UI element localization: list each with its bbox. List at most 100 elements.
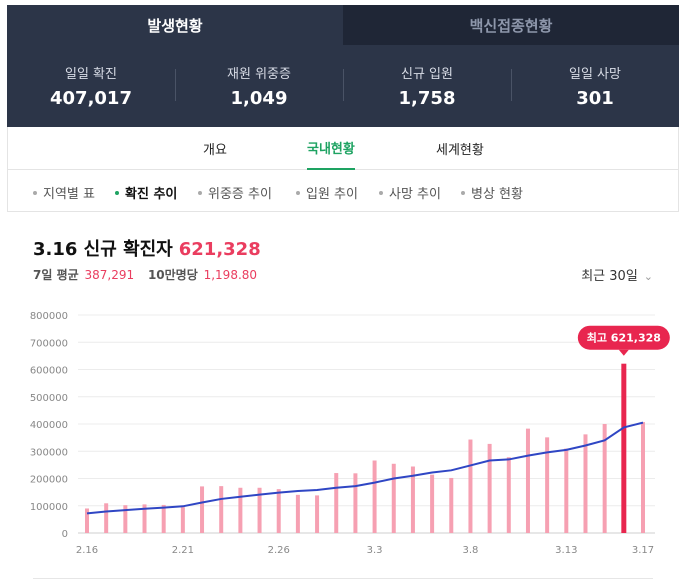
filter-confirmed-trend[interactable]: 확진 추이 [115, 183, 177, 202]
bullet-icon [198, 190, 202, 195]
bar [583, 434, 588, 533]
bullet-icon [296, 190, 300, 195]
bullet-icon [379, 190, 383, 195]
filter-label: 지역별 표 [43, 187, 95, 202]
bar [276, 489, 281, 533]
x-tick-label: 3.8 [462, 545, 478, 556]
per100k-label: 10만명당 [147, 268, 198, 282]
filter-admission-trend[interactable]: 입원 추이 [296, 183, 358, 202]
bar [180, 507, 185, 533]
filter-label: 병상 현황 [471, 187, 523, 202]
tab-outbreak-status[interactable]: 발생현황 [7, 5, 343, 45]
bar [315, 495, 320, 533]
subnav-world[interactable]: 세계현황 [436, 143, 484, 158]
peak-tooltip [577, 325, 670, 350]
stat-label: 일일 확진 [65, 67, 117, 82]
bar [353, 473, 358, 533]
bar [161, 504, 166, 533]
filter-label: 사망 추이 [389, 187, 441, 202]
bullet-icon [115, 190, 119, 195]
y-tick-label: 600000 [30, 366, 68, 377]
y-tick-label: 800000 [30, 311, 68, 322]
x-tick-label: 3.3 [367, 545, 383, 556]
x-tick-label: 2.21 [172, 545, 194, 556]
avg-trend-line [86, 421, 644, 515]
stat-value: 1,049 [230, 88, 288, 109]
filter-critical-trend[interactable]: 위중증 추이 [198, 183, 272, 202]
stat-label: 재원 위중증 [227, 67, 291, 82]
stat-value: 1,758 [398, 88, 456, 109]
range-label: 최근 30일 [581, 269, 638, 284]
subnav-overview[interactable]: 개요 [203, 143, 227, 158]
x-tick-label: 3.13 [555, 545, 577, 556]
chart-filter-list: 지역별 표 확진 추이 위중증 추이 입원 추이 사망 추이 병상 현황 [7, 170, 679, 212]
filter-label: 입원 추이 [306, 187, 358, 202]
headline-value: 621,328 [178, 239, 261, 260]
bar [468, 439, 473, 533]
stat-daily-confirmed: 일일 확진 407,017 [7, 63, 175, 109]
bar [334, 473, 339, 533]
stat-label: 일일 사망 [569, 67, 621, 82]
filter-label: 위중증 추이 [208, 187, 272, 202]
tab-vaccination-status[interactable]: 백신접종현황 [343, 5, 679, 45]
stats-summary: 일일 확진 407,017 재원 위중증 1,049 신규 입원 1,758 일… [7, 45, 679, 127]
bar [525, 428, 530, 533]
filter-label: 확진 추이 [125, 187, 178, 202]
filter-bed-status[interactable]: 병상 현황 [461, 183, 523, 202]
divider [33, 578, 653, 579]
stat-value: 407,017 [50, 88, 132, 109]
bar [487, 443, 492, 533]
y-tick-label: 100000 [30, 502, 68, 513]
y-tick-label: 0 [62, 529, 68, 540]
subnav-domestic[interactable]: 국내현황 [307, 127, 355, 170]
bar [104, 503, 109, 533]
filter-regional-table[interactable]: 지역별 표 [33, 183, 95, 202]
stat-daily-deaths: 일일 사망 301 [511, 63, 679, 109]
bar [257, 487, 262, 533]
stat-new-admissions: 신규 입원 1,758 [343, 63, 511, 109]
bar [142, 504, 147, 533]
y-tick-label: 300000 [30, 447, 68, 458]
bar [506, 457, 511, 533]
headline-date: 3.16 신규 확진자 [33, 239, 173, 260]
stat-label: 신규 입원 [401, 67, 453, 82]
x-tick-label: 3.17 [632, 545, 654, 556]
chart-headline: 3.16 신규 확진자 621,328 [33, 235, 261, 261]
main-tabs: 발생현황 백신접종현황 [7, 5, 679, 45]
x-tick-label: 2.16 [76, 545, 98, 556]
chevron-down-icon: ⌄ [643, 270, 653, 283]
bar [85, 508, 89, 533]
bar [372, 460, 377, 533]
bullet-icon [33, 190, 37, 195]
bar [200, 486, 205, 533]
peak-tooltip-arrow [618, 349, 629, 356]
bar [430, 474, 435, 533]
y-tick-label: 400000 [30, 420, 68, 431]
top-panel: 발생현황 백신접종현황 일일 확진 407,017 재원 위중증 1,049 신… [7, 5, 679, 127]
filter-death-trend[interactable]: 사망 추이 [379, 183, 441, 202]
avg-label: 7일 평균 [33, 268, 79, 282]
sub-navigation: 개요 국내현황 세계현황 [7, 127, 679, 170]
y-tick-label: 700000 [30, 338, 68, 349]
bar [602, 424, 607, 533]
y-tick-label: 500000 [30, 393, 68, 404]
bar [238, 487, 243, 533]
range-dropdown[interactable]: 최근 30일 ⌄ [581, 265, 653, 284]
bar [295, 494, 300, 533]
x-tick-label: 2.26 [268, 545, 290, 556]
bar [641, 422, 645, 533]
stat-critical: 재원 위중증 1,049 [175, 63, 343, 109]
bar [545, 437, 550, 533]
stat-value: 301 [576, 88, 614, 109]
confirmed-cases-chart: 0 100000 200000 300000 400000 500000 600000 700… [30, 311, 670, 556]
avg-value: 387,291 [84, 268, 135, 282]
bar [621, 363, 627, 533]
bar [564, 448, 569, 533]
bar [219, 486, 224, 533]
bullet-icon [461, 190, 465, 195]
bar [449, 477, 454, 533]
bar [391, 463, 396, 533]
bar [123, 505, 128, 533]
y-tick-label: 200000 [30, 475, 68, 486]
peak-label: 최고 621,328 [587, 331, 661, 345]
